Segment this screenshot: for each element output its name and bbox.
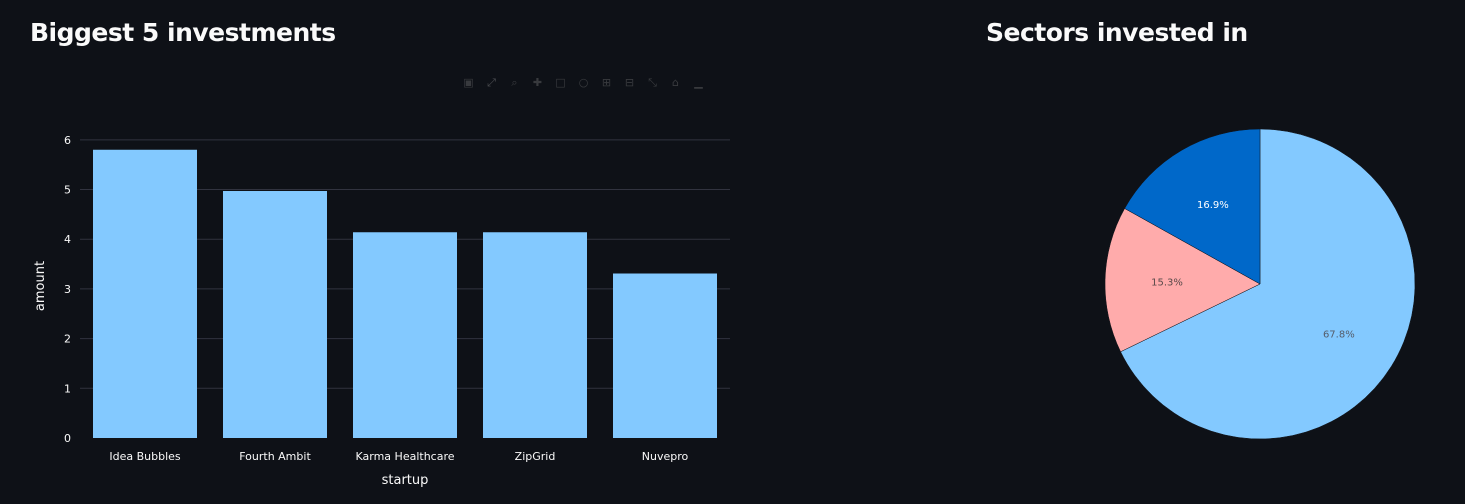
bar[interactable] [353, 232, 457, 438]
autoscale-icon[interactable]: ⤡ [648, 76, 657, 89]
pie-slice[interactable] [1120, 128, 1416, 440]
pie-slice-label: 67.8% [1323, 329, 1355, 340]
y-tick-label: 2 [64, 333, 71, 346]
y-tick-label: 3 [64, 283, 71, 296]
select-icon[interactable]: □ [555, 76, 566, 89]
plotly-logo-icon[interactable]: ▁ [694, 76, 703, 89]
bar[interactable] [483, 232, 587, 438]
y-tick-label: 0 [64, 432, 71, 445]
lasso-icon[interactable]: ○ [578, 76, 589, 89]
y-tick-label: 5 [64, 184, 71, 197]
reset-icon[interactable]: ⌂ [672, 76, 679, 89]
chart-modebar: ▣ ⤢ ⌕ ✚ □ ○ ⊞ ⊟ ⤡ ⌂ ▁ [462, 76, 705, 89]
x-tick-label: Karma Healthcare [356, 450, 455, 463]
zoom-out-icon[interactable]: ⊟ [624, 76, 635, 89]
x-tick-label: Idea Bubbles [109, 450, 181, 463]
y-tick-label: 6 [64, 134, 71, 147]
pie-chart-heading: Sectors invested in [986, 18, 1248, 47]
x-tick-label: Nuvepro [642, 450, 689, 463]
x-tick-label: ZipGrid [515, 450, 556, 463]
bar-chart-heading: Biggest 5 investments [30, 18, 336, 47]
y-axis-title: amount [33, 261, 48, 311]
pie-slice[interactable] [1124, 128, 1261, 285]
expand-icon[interactable]: ⤢ [487, 76, 496, 89]
x-axis-title: startup [382, 473, 429, 488]
pan-icon[interactable]: ✚ [532, 76, 543, 89]
bar-chart: 0 1 2 3 4 5 6 Idea Bubbles Fourth Ambit Karma Hea… [33, 134, 730, 488]
bar[interactable] [613, 273, 717, 438]
pie-slice-label: 16.9% [1197, 200, 1229, 211]
camera-icon[interactable]: ▣ [463, 76, 474, 89]
y-tick-label: 4 [64, 233, 71, 246]
y-tick-label: 1 [64, 382, 71, 395]
bar[interactable] [223, 191, 327, 438]
zoom-icon[interactable]: ⌕ [511, 76, 518, 89]
bar[interactable] [93, 149, 197, 438]
pie-slice[interactable] [1104, 208, 1261, 353]
zoom-in-icon[interactable]: ⊞ [601, 76, 612, 89]
x-tick-label: Fourth Ambit [239, 450, 311, 463]
pie-slice-label: 15.3% [1151, 277, 1183, 288]
